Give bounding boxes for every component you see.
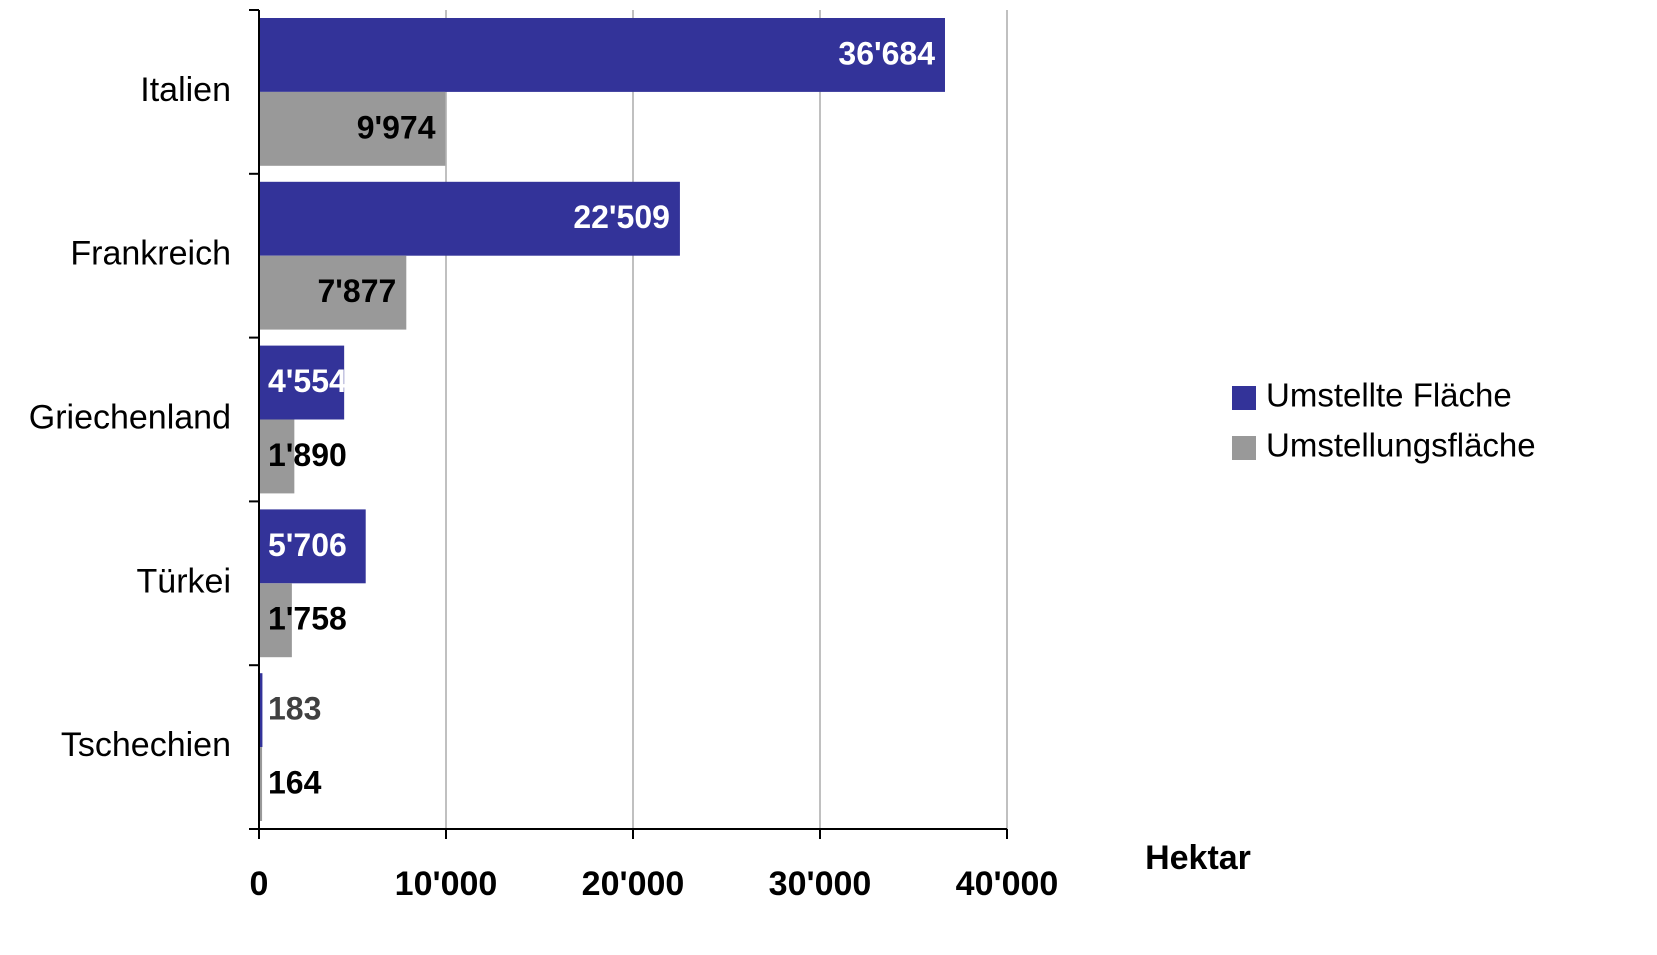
data-label: 9'974: [357, 109, 436, 145]
legend-swatch: [1232, 436, 1256, 460]
x-tick-label: 40'000: [956, 865, 1059, 903]
data-label: 1'890: [268, 437, 347, 473]
bar: [259, 509, 366, 584]
legend-label: Umstellte Fläche: [1266, 377, 1512, 414]
category-label: Italien: [140, 71, 231, 109]
x-tick-label: 10'000: [395, 865, 498, 903]
bar: [259, 181, 680, 256]
data-label: 7'877: [318, 273, 397, 309]
bar: [259, 345, 345, 420]
data-label: 1'758: [268, 601, 347, 637]
category-label: Frankreich: [70, 235, 231, 273]
bar: [259, 255, 407, 330]
legend-label: Umstellungsfläche: [1266, 427, 1536, 464]
bar: [259, 747, 263, 821]
bar: [259, 583, 292, 658]
data-label: 183: [268, 691, 321, 727]
data-label: 22'509: [573, 199, 670, 235]
category-label: Griechenland: [29, 398, 231, 436]
category-label: Tschechien: [61, 726, 231, 764]
data-label: 164: [268, 765, 322, 801]
x-tick-label: 30'000: [769, 865, 872, 903]
x-axis-label: Hektar: [1145, 839, 1251, 877]
bar: [259, 91, 446, 166]
data-label: 36'684: [838, 35, 935, 71]
data-label: 4'554: [268, 363, 347, 399]
legend-swatch: [1232, 386, 1256, 410]
bar: [259, 18, 945, 92]
x-tick-label: 20'000: [582, 865, 685, 903]
x-tick-label: 0: [250, 865, 269, 903]
bar: [259, 673, 263, 748]
category-label: Türkei: [137, 562, 231, 600]
bar: [259, 419, 295, 494]
data-label: 5'706: [268, 527, 347, 563]
